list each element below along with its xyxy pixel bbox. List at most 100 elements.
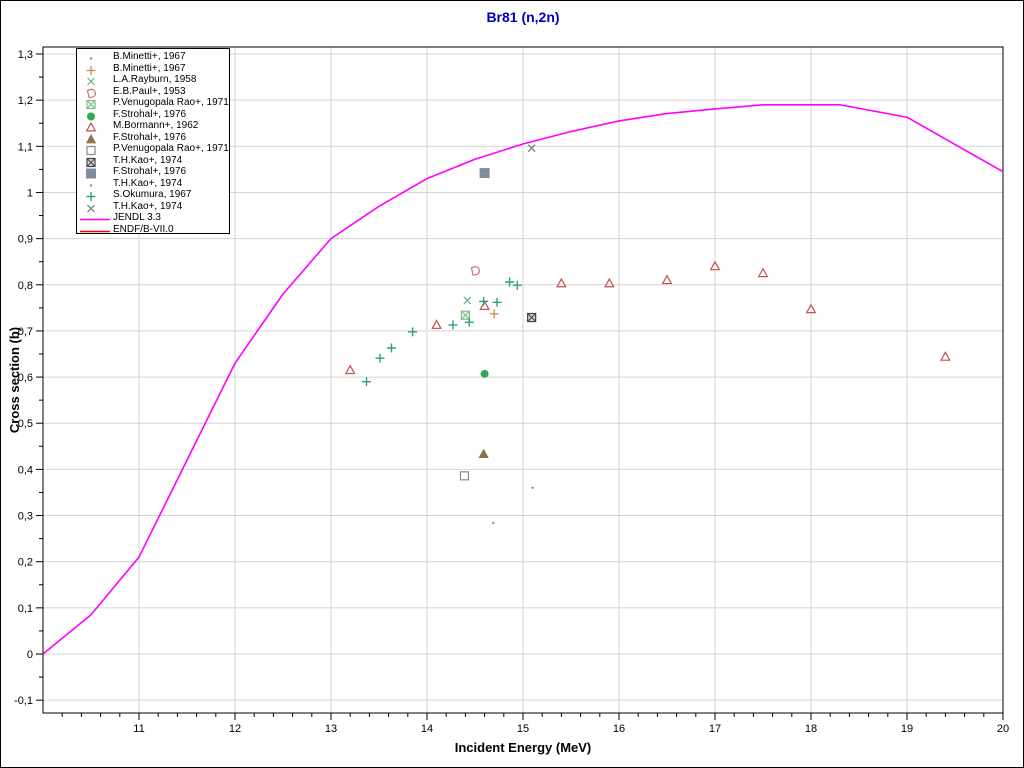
marker-x-icon — [87, 204, 95, 213]
legend-row: M.Bormann+, 1962 — [77, 120, 229, 132]
legend-marker — [77, 201, 113, 213]
legend-marker-icon — [80, 230, 110, 233]
legend-box: B.Minetti+, 1967 B.Minetti+, 1967 L.A.Rayb… — [76, 48, 230, 236]
legend-label: F.Strohal+, 1976 — [113, 131, 187, 143]
y-tick-label: 0,1 — [18, 603, 33, 615]
legend-label: ENDF/B-VII.0 — [113, 223, 174, 235]
marker-square-hatch-icon — [86, 100, 96, 110]
legend-row: T.H.Kao+, 1974 — [77, 201, 229, 213]
x-tick-label: 12 — [229, 723, 241, 735]
y-tick-label: 0 — [27, 649, 33, 661]
legend-marker-icon — [86, 88, 97, 99]
series-points — [489, 309, 499, 319]
marker-circle-fill-icon — [87, 112, 95, 121]
legend-row: T.H.Kao+, 1974 — [77, 155, 229, 167]
curve-jendl-3-3 — [42, 103, 1004, 655]
legend-marker — [77, 97, 113, 110]
y-tick-label: -0,1 — [14, 695, 33, 707]
series-points — [479, 168, 490, 179]
marker-square-open-icon — [459, 471, 470, 481]
y-tick-label: 1,2 — [18, 95, 33, 107]
legend-marker — [77, 132, 113, 144]
legend-row: L.A.Rayburn, 1958 — [77, 74, 229, 86]
marker-triangle-open-icon — [431, 319, 442, 329]
marker-plus-icon — [386, 343, 396, 353]
marker-square-x-icon — [86, 157, 96, 167]
y-tick-label: 1 — [27, 187, 33, 199]
legend-marker-icon — [86, 192, 96, 202]
series-points — [463, 296, 472, 305]
x-tick-label: 15 — [517, 723, 529, 735]
series-points — [527, 144, 536, 153]
legend-marker-icon — [86, 157, 96, 167]
series-points — [362, 277, 522, 387]
marker-square-hatch-icon — [461, 310, 470, 320]
marker-plus-icon — [512, 280, 522, 290]
marker-circle-fill-icon — [480, 369, 489, 378]
marker-triangle-open-icon — [661, 274, 673, 285]
legend-row: P.Venugopala Rao+, 1971 — [77, 143, 229, 156]
marker-plus-icon — [492, 297, 502, 307]
y-tick-label: 0,3 — [18, 511, 33, 523]
legend-marker — [77, 51, 113, 62]
marker-dot-icon — [89, 184, 93, 187]
marker-dot-icon — [531, 486, 534, 490]
marker-plus-icon — [86, 192, 96, 202]
series-points — [531, 486, 534, 490]
legend-label: T.H.Kao+, 1974 — [113, 154, 183, 166]
marker-plus-icon — [479, 296, 489, 306]
marker-plus-icon — [505, 277, 515, 287]
legend-label: E.B.Paul+, 1953 — [113, 85, 186, 97]
marker-triangle-open-icon — [344, 364, 356, 375]
legend-marker — [77, 63, 113, 75]
legend-marker — [77, 224, 113, 235]
legend-marker-icon — [87, 112, 95, 121]
series-points — [492, 521, 495, 525]
marker-square-open-icon — [86, 146, 96, 156]
legend-row: B.Minetti+, 1967 — [77, 63, 229, 75]
marker-d-open-icon — [86, 88, 97, 99]
marker-dot-icon — [89, 57, 93, 60]
legend-marker-icon — [86, 65, 96, 75]
legend-label: F.Strohal+, 1976 — [113, 108, 187, 120]
x-tick-label: 13 — [325, 723, 337, 735]
marker-triangle-open-icon — [479, 300, 490, 310]
legend-marker — [77, 166, 113, 179]
marker-square-fill-icon — [479, 168, 490, 179]
marker-triangle-open-icon — [805, 303, 817, 314]
legend-label: B.Minetti+, 1967 — [113, 51, 186, 63]
marker-triangle-open-icon — [604, 277, 615, 288]
marker-plus-icon — [489, 309, 499, 319]
marker-square-fill-icon — [86, 168, 96, 179]
y-tick-label: 1,1 — [18, 141, 33, 153]
series-points — [344, 260, 951, 375]
legend-marker — [77, 86, 113, 99]
y-tick-label: 0,4 — [18, 464, 33, 476]
marker-plus-icon — [408, 327, 418, 337]
marker-square-x-icon — [527, 313, 536, 322]
series-points — [470, 266, 481, 276]
marker-d-open-icon — [470, 266, 481, 276]
legend-marker — [77, 178, 113, 189]
legend-marker-icon — [85, 133, 97, 144]
legend-marker-icon — [89, 184, 93, 187]
y-tick-label: 1,3 — [18, 49, 33, 61]
series-points — [460, 310, 470, 320]
legend-row: P.Venugopala Rao+, 1971 — [77, 97, 229, 110]
legend-marker — [77, 155, 113, 167]
legend-label: L.A.Rayburn, 1958 — [113, 74, 197, 86]
x-tick-label: 17 — [709, 723, 721, 735]
marker-triangle-fill-icon — [85, 133, 97, 144]
legend-row: F.Strohal+, 1976 — [77, 109, 229, 121]
legend-row: F.Strohal+, 1976 — [77, 166, 229, 179]
legend-label: F.Strohal+, 1976 — [113, 166, 187, 178]
legend-row: ENDF/B-VII.0 — [77, 224, 229, 236]
marker-plus-icon — [362, 377, 372, 387]
legend-marker-icon — [86, 146, 96, 156]
marker-x-icon — [527, 144, 536, 153]
legend-label: M.Bormann+, 1962 — [113, 120, 199, 132]
legend-row: JENDL 3.3 — [77, 212, 229, 224]
legend-row: E.B.Paul+, 1953 — [77, 85, 229, 99]
marker-plus-icon — [448, 320, 458, 330]
